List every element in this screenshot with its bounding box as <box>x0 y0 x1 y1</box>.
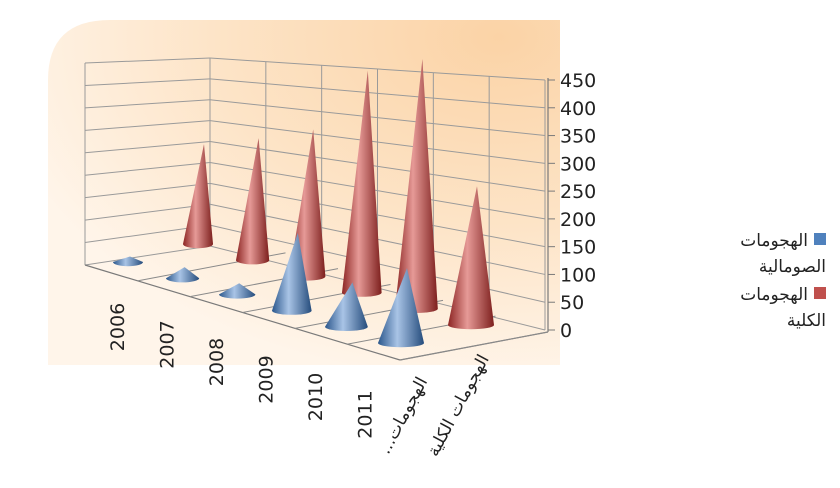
ytick-label: 300 <box>560 153 596 175</box>
series-axis-label-0: الهجومات... <box>375 374 432 458</box>
ytick-label: 200 <box>560 209 596 231</box>
ytick-label: 250 <box>560 181 596 203</box>
legend-label-somali: الهجومات الصومالية <box>740 231 826 277</box>
cone-somali-2009 <box>272 232 312 315</box>
gridline-side <box>84 161 211 176</box>
cone-body <box>395 59 438 313</box>
cone-body <box>342 70 382 297</box>
category-label-2008: 2008 <box>206 338 228 386</box>
cone-body <box>166 267 200 283</box>
legend-entry-somali: الهجومات الصومالية <box>706 228 826 280</box>
ytick-label: 50 <box>560 292 584 314</box>
legend-swatch-total <box>814 287 826 299</box>
cone-body <box>325 282 368 331</box>
ytick-label: 450 <box>560 70 596 92</box>
cone-body <box>183 144 213 249</box>
cone-somali-2011 <box>378 268 424 348</box>
category-label-2009: 2009 <box>256 355 278 403</box>
cone-somali-2008 <box>219 283 256 299</box>
category-label-2010: 2010 <box>305 373 327 421</box>
floor-gridline <box>399 331 549 361</box>
cone-body <box>378 268 424 348</box>
category-label-2006: 2006 <box>107 303 129 351</box>
gridline-side <box>84 203 211 221</box>
cone-total-2007 <box>236 138 270 265</box>
gridline-side <box>84 99 211 109</box>
legend-entry-total: الهجومات الكلية <box>706 282 826 334</box>
category-label-2011: 2011 <box>355 390 377 438</box>
ytick-label: 350 <box>560 126 596 148</box>
cone-body <box>272 232 312 315</box>
cone-total-2006 <box>183 144 213 249</box>
cone-total-2009 <box>342 70 382 297</box>
cone-total-2010 <box>395 59 438 313</box>
cone-body <box>448 186 494 330</box>
cone-somali-2010 <box>325 282 368 331</box>
gridline-side <box>84 182 211 199</box>
legend-label-total: الهجومات الكلية <box>740 285 826 331</box>
legend-swatch-somali <box>814 233 826 245</box>
cone-body <box>219 283 256 299</box>
legend: الهجومات الصومالية الهجومات الكلية <box>706 228 826 336</box>
cone-total-2011 <box>448 186 494 330</box>
gridline-side <box>84 120 211 131</box>
category-label-2007: 2007 <box>157 320 179 368</box>
ytick-label: 100 <box>560 264 596 286</box>
gridline-side <box>84 78 211 86</box>
cone-somali-2006 <box>113 256 143 267</box>
ytick-label: 0 <box>560 320 572 342</box>
cone-body <box>113 256 143 267</box>
series-axis-label-1: الهجومات الكلية <box>423 351 493 460</box>
gridline-side <box>84 57 211 64</box>
ytick-label: 400 <box>560 98 596 120</box>
gridline-side <box>84 245 211 266</box>
cone-somali-2007 <box>166 267 200 283</box>
ytick-label: 150 <box>560 237 596 259</box>
cone-body <box>236 138 270 265</box>
gridline-side <box>84 141 211 154</box>
